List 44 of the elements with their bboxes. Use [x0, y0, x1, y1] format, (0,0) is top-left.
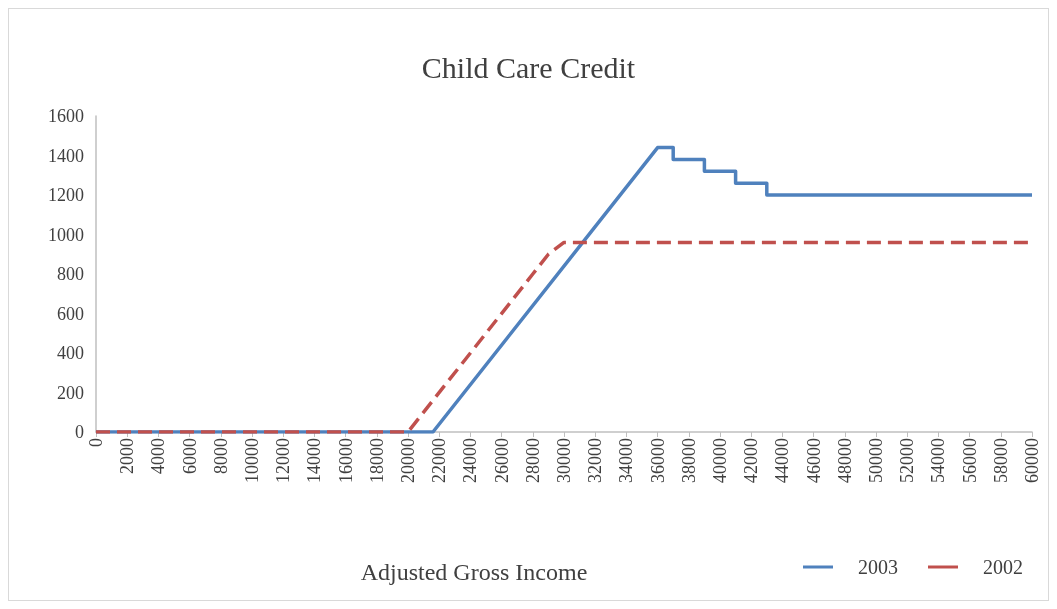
x-tick-label: 14000: [304, 438, 325, 483]
y-tick-label: 200: [57, 382, 84, 403]
x-tick-label: 6000: [179, 438, 200, 474]
x-tick-label: 48000: [834, 438, 855, 483]
x-tick-label: 42000: [741, 438, 762, 483]
x-tick-label: 8000: [210, 438, 231, 474]
x-tick-label: 38000: [678, 438, 699, 483]
x-tick-label: 60000: [1022, 438, 1042, 483]
x-tick-label: 28000: [522, 438, 543, 483]
x-tick-label: 56000: [959, 438, 980, 483]
x-tick-label: 58000: [990, 438, 1011, 483]
chart-title: Child Care Credit: [421, 50, 636, 84]
x-tick-label: 10000: [242, 438, 262, 483]
y-tick-label: 1400: [48, 145, 84, 166]
x-tick-label: 22000: [429, 438, 450, 483]
x-tick-label: 52000: [897, 438, 918, 483]
x-tick-label: 54000: [928, 438, 949, 483]
x-tick-label: 32000: [585, 438, 606, 483]
x-axis-title: Adjusted Gross Income: [360, 559, 588, 585]
x-tick-label: 4000: [148, 438, 169, 474]
y-tick-label: 1000: [48, 224, 84, 245]
x-tick-label: 50000: [866, 438, 886, 483]
y-tick-label: 800: [57, 264, 84, 284]
x-tick-label: 16000: [335, 438, 356, 483]
x-tick-label: 44000: [772, 438, 793, 483]
y-tick-label: 1600: [48, 106, 84, 126]
x-tick-label: 2000: [117, 438, 138, 474]
y-tick-label: 1200: [48, 185, 84, 205]
x-tick-label: 36000: [647, 438, 668, 483]
x-tick-label: 34000: [616, 438, 637, 483]
x-tick-label: 26000: [491, 438, 512, 483]
x-tick-label: 46000: [803, 438, 824, 483]
y-tick-label: 0: [75, 422, 84, 442]
y-tick-label: 400: [57, 343, 84, 363]
x-tick-label: 40000: [710, 438, 730, 483]
x-tick-label: 12000: [273, 438, 294, 483]
x-tick-label: 30000: [554, 438, 574, 483]
x-tick-label: 24000: [460, 438, 481, 483]
legend-label: 2003: [858, 556, 898, 578]
x-tick-label: 20000: [398, 438, 418, 483]
x-tick-label: 18000: [366, 438, 387, 483]
y-tick-label: 600: [57, 303, 84, 324]
legend-label: 2002: [983, 556, 1023, 578]
x-tick-label: 0: [86, 438, 106, 447]
